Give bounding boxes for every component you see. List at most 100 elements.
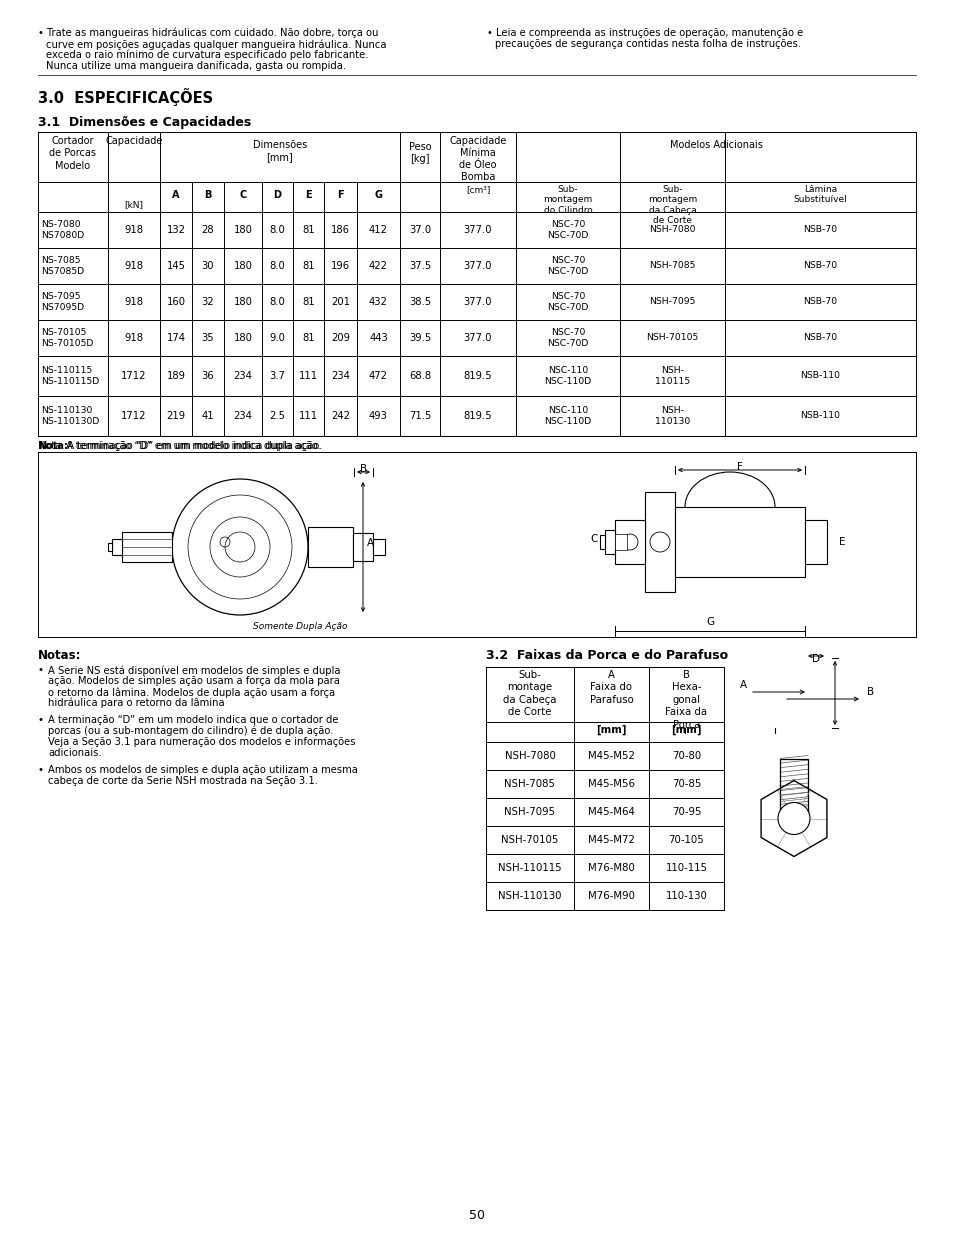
Text: E: E [305,190,312,200]
Text: 9.0: 9.0 [270,333,285,343]
Text: 918: 918 [125,261,143,270]
Bar [780,758,807,814]
Text: cabeça de corte da Serie NSH mostrada na Seção 3.1.: cabeça de corte da Serie NSH mostrada na… [48,776,317,785]
Text: 70-95: 70-95 [671,806,700,818]
Text: NSH-7095: NSH-7095 [504,806,555,818]
Text: NS-110130
NS-110130D: NS-110130 NS-110130D [41,406,99,426]
Text: 234: 234 [233,411,253,421]
Text: 918: 918 [125,296,143,308]
Text: 28: 28 [201,225,214,235]
Text: NSB-70: NSB-70 [802,333,837,342]
Text: Lâmina
Substituível: Lâmina Substituível [793,185,846,205]
Text: 196: 196 [331,261,350,270]
Text: 50: 50 [469,1209,484,1221]
Bar [604,530,615,555]
Text: 3.1  Dimensões e Capacidades: 3.1 Dimensões e Capacidades [38,116,251,128]
Text: 432: 432 [369,296,388,308]
Text: NSB-110: NSB-110 [800,411,840,420]
Text: 81: 81 [302,296,314,308]
Text: 472: 472 [369,370,388,382]
Text: NSC-70
NSC-70D: NSC-70 NSC-70D [547,220,588,240]
Text: NSC-70
NSC-70D: NSC-70 NSC-70D [547,257,588,275]
Bar [122,532,172,562]
Text: 918: 918 [125,333,143,343]
Text: [kN]: [kN] [125,200,143,209]
Text: 422: 422 [369,261,388,270]
Text: 443: 443 [369,333,388,343]
Text: [cm³]: [cm³] [465,185,490,194]
Text: 186: 186 [331,225,350,235]
Bar [804,520,826,564]
Circle shape [649,532,669,552]
Text: Nota: A terminação “D” em um modelo indica dupla ação.: Nota: A terminação “D” em um modelo indi… [38,441,322,451]
Text: 3.0  ESPECIFICAÇÕES: 3.0 ESPECIFICAÇÕES [38,88,213,106]
Text: B: B [359,464,367,474]
Text: o retorno da lâmina. Modelos de dupla ação usam a força: o retorno da lâmina. Modelos de dupla aç… [48,687,335,698]
Text: A: A [172,190,179,200]
Text: 160: 160 [167,296,185,308]
Text: Nota:: Nota: [38,441,68,451]
Text: 180: 180 [233,261,253,270]
Text: exceda o raio mínimo de curvatura especificado pelo fabricante.: exceda o raio mínimo de curvatura especi… [46,49,368,61]
Text: 145: 145 [167,261,185,270]
Text: 219: 219 [166,411,186,421]
Text: A: A [367,538,374,548]
Text: 37.0: 37.0 [409,225,431,235]
Text: NSH-7095: NSH-7095 [649,298,695,306]
Text: A Serie NS está disponível em modelos de simples e dupla: A Serie NS está disponível em modelos de… [48,664,340,676]
Text: NSB-110: NSB-110 [800,372,840,380]
Text: F: F [336,190,343,200]
Text: NSH-110130: NSH-110130 [497,890,561,902]
Text: 819.5: 819.5 [463,370,492,382]
Text: M45-M56: M45-M56 [587,779,635,789]
Text: Capacidade
Mínima
de Óleo
Bomba: Capacidade Mínima de Óleo Bomba [449,136,506,182]
Text: A
Faixa do
Parafuso: A Faixa do Parafuso [589,671,633,705]
Text: 41: 41 [201,411,214,421]
Text: 70-105: 70-105 [668,835,703,845]
Text: 2.5: 2.5 [269,411,285,421]
Circle shape [778,803,809,835]
Text: 819.5: 819.5 [463,411,492,421]
Text: 38.5: 38.5 [409,296,431,308]
Text: NSC-70
NSC-70D: NSC-70 NSC-70D [547,293,588,311]
Text: •: • [38,715,44,725]
Text: curve em posições aguçadas qualquer mangueira hidráulica. Nunca: curve em posições aguçadas qualquer mang… [46,40,386,49]
Bar [112,538,122,555]
Text: 234: 234 [331,370,350,382]
Text: B: B [204,190,212,200]
Text: adicionais.: adicionais. [48,748,102,758]
Text: 8.0: 8.0 [270,296,285,308]
Text: 81: 81 [302,225,314,235]
Text: NSC-70
NSC-70D: NSC-70 NSC-70D [547,329,588,348]
Bar [108,543,112,551]
Text: 493: 493 [369,411,388,421]
Text: NSH-7080: NSH-7080 [649,226,695,235]
Text: [mm]: [mm] [671,725,701,735]
Text: ação. Modelos de simples ação usam a força da mola para: ação. Modelos de simples ação usam a for… [48,676,339,685]
Bar [599,535,604,550]
Text: Sub-
montagem
do Cilindro: Sub- montagem do Cilindro [543,185,592,215]
Bar [373,538,385,555]
Text: M76-M90: M76-M90 [587,890,635,902]
Text: 377.0: 377.0 [463,225,492,235]
Text: NS-70105
NS-70105D: NS-70105 NS-70105D [41,329,93,348]
Text: 180: 180 [233,225,253,235]
Text: 3.7: 3.7 [270,370,285,382]
Bar [615,534,626,550]
Text: [mm]: [mm] [266,152,294,162]
Bar [615,520,644,564]
Text: M45-M72: M45-M72 [587,835,635,845]
Text: 174: 174 [167,333,185,343]
Text: hidráulica para o retorno da lâmina: hidráulica para o retorno da lâmina [48,698,224,709]
Text: NSH-7085: NSH-7085 [649,262,695,270]
Text: G: G [705,618,713,627]
Text: 201: 201 [331,296,350,308]
Text: 189: 189 [167,370,185,382]
Text: NSC-110
NSC-110D: NSC-110 NSC-110D [544,367,591,385]
Text: Peso
[kg]: Peso [kg] [408,142,431,164]
Circle shape [621,534,638,550]
Text: NS-7095
NS7095D: NS-7095 NS7095D [41,293,84,311]
Text: NSC-110
NSC-110D: NSC-110 NSC-110D [544,406,591,426]
Text: •: • [38,664,44,676]
Text: Modelos Adicionais: Modelos Adicionais [669,140,761,149]
